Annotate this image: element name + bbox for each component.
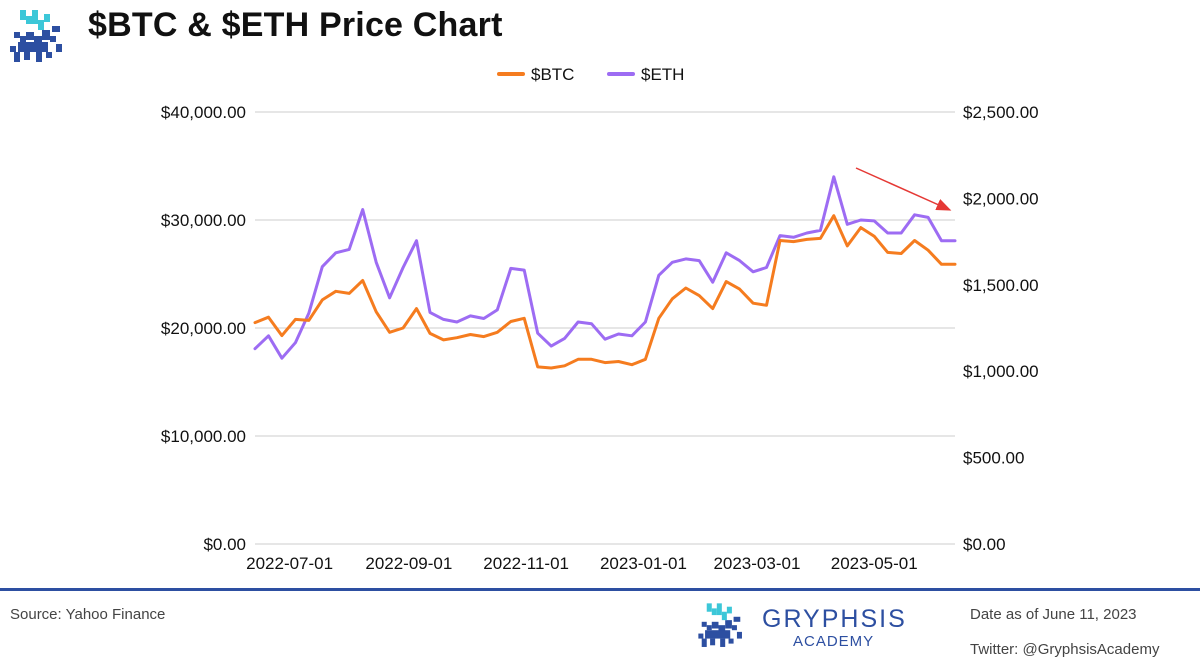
- x-tick-label: 2023-01-01: [600, 554, 687, 573]
- y-right-tick-label: $2,000.00: [963, 189, 1039, 208]
- twitter-handle: Twitter: @GryphsisAcademy: [970, 641, 1160, 658]
- series-line-eth: [253, 175, 957, 360]
- y-left-tick-label: $40,000.00: [161, 103, 246, 122]
- page-title: $BTC & $ETH Price Chart: [88, 6, 503, 44]
- y-right-tick-label: $1,500.00: [963, 276, 1039, 295]
- x-tick-label: 2023-03-01: [713, 554, 800, 573]
- left-y-axis: $0.00 $10,000.00 $20,000.00 $30,000.00 $40,0…: [161, 103, 246, 554]
- source-note: Source: Yahoo Finance: [10, 606, 166, 623]
- series-line-btc: [253, 214, 957, 370]
- x-tick-label: 2022-09-01: [365, 554, 452, 573]
- series-lines: [253, 175, 957, 370]
- brand-subtitle: ACADEMY: [793, 633, 875, 650]
- x-axis: 2022-07-01 2022-09-01 2022-11-01 2023-01-01…: [246, 554, 918, 573]
- x-tick-label: 2023-05-01: [831, 554, 918, 573]
- legend-label: $BTC: [531, 65, 574, 84]
- y-left-tick-label: $0.00: [203, 535, 246, 554]
- y-left-tick-label: $30,000.00: [161, 211, 246, 230]
- gryphon-logo-icon: [692, 600, 750, 652]
- x-tick-label: 2022-11-01: [483, 554, 569, 573]
- brand-name: GRYPHSIS: [762, 605, 907, 633]
- y-left-tick-label: $20,000.00: [161, 319, 246, 338]
- price-line-chart: $BTC $ETH $0.00 $10,000.00 $20,000.00 $30,00…: [161, 65, 1039, 573]
- right-y-axis: $0.00 $500.00 $1,000.00 $1,500.00 $2,000.00 $…: [963, 103, 1039, 554]
- downtrend-arrow: [855, 167, 952, 211]
- data-date-note: Date as of June 11, 2023: [970, 606, 1137, 623]
- legend-label: $ETH: [641, 65, 684, 84]
- y-right-tick-label: $1,000.00: [963, 362, 1039, 381]
- chart-gridlines: [255, 111, 955, 545]
- y-right-tick-label: $500.00: [963, 449, 1024, 468]
- y-left-tick-label: $10,000.00: [161, 427, 246, 446]
- y-right-tick-label: $2,500.00: [963, 103, 1039, 122]
- x-tick-label: 2022-07-01: [246, 554, 333, 573]
- gryphon-logo-icon: [6, 6, 68, 68]
- footer-divider: [0, 588, 1200, 591]
- y-right-tick-label: $0.00: [963, 535, 1006, 554]
- chart-legend: $BTC $ETH: [497, 65, 684, 84]
- downtrend-arrow-icon: [855, 167, 952, 211]
